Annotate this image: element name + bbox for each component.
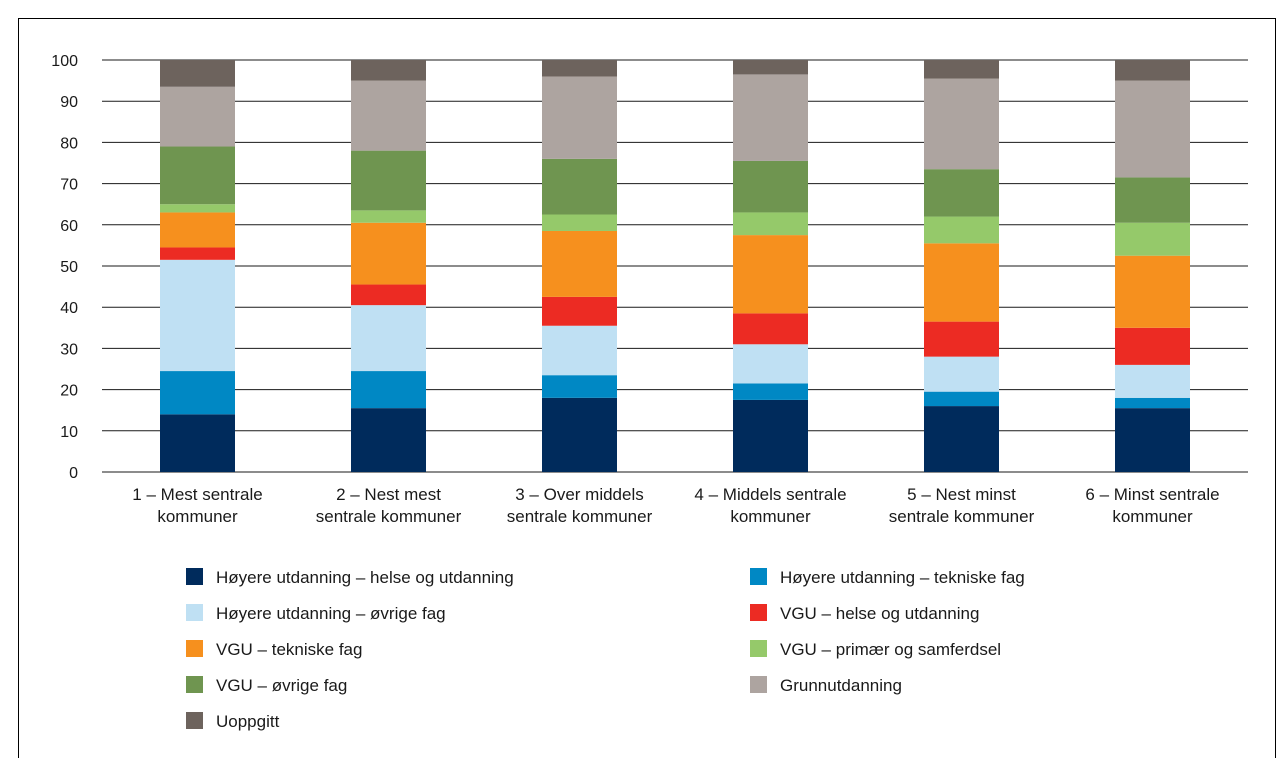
legend-label: VGU – primær og samferdsel — [780, 640, 1001, 659]
bar-segment — [542, 158, 617, 215]
legend-swatch — [750, 604, 767, 621]
bar-segment — [733, 313, 808, 345]
bar-segment — [160, 414, 235, 472]
bar-segment — [542, 60, 617, 77]
y-tick-label: 0 — [69, 465, 78, 482]
y-tick-label: 10 — [60, 424, 78, 441]
bar-segment — [924, 391, 999, 407]
bar-segment — [351, 284, 426, 306]
x-category-label: sentrale kommuner — [316, 507, 462, 526]
bar-segment — [924, 60, 999, 79]
bar-segment — [351, 60, 426, 81]
legend-label: Høyere utdanning – helse og utdanning — [216, 568, 514, 587]
bar-segment — [542, 397, 617, 472]
bar-segment — [1115, 222, 1190, 256]
y-tick-label: 20 — [60, 383, 78, 400]
y-tick-label: 60 — [60, 218, 78, 235]
bar-segment — [733, 74, 808, 161]
bar-segment — [733, 235, 808, 314]
bar-segment — [924, 78, 999, 170]
bar-segment — [733, 160, 808, 213]
x-category-label: 4 – Middels sentrale — [694, 485, 846, 504]
bar-segment — [1115, 255, 1190, 328]
legend-label: VGU – øvrige fag — [216, 676, 347, 695]
legend-swatch — [750, 568, 767, 585]
legend-swatch — [750, 676, 767, 693]
bar-segment — [542, 230, 617, 297]
legend-label: Høyere utdanning – øvrige fag — [216, 604, 446, 623]
y-tick-label: 30 — [60, 341, 78, 358]
bar-segment — [351, 210, 426, 223]
bar-segment — [733, 399, 808, 472]
legend-label: Uoppgitt — [216, 712, 280, 731]
x-category-label: 2 – Nest mest — [336, 485, 441, 504]
legend-swatch — [186, 676, 203, 693]
legend-swatch — [186, 604, 203, 621]
x-category-label: 3 – Over middels — [515, 485, 644, 504]
bar-segment — [160, 146, 235, 205]
x-category-label: sentrale kommuner — [507, 507, 653, 526]
y-tick-label: 40 — [60, 300, 78, 317]
bar-segment — [1115, 408, 1190, 472]
bar-segment — [1115, 60, 1190, 81]
bar-segment — [351, 371, 426, 409]
chart-frame — [18, 18, 1276, 758]
bar-segment — [542, 214, 617, 231]
bar-segment — [351, 222, 426, 285]
bar-segment — [733, 383, 808, 400]
bar-segment — [351, 80, 426, 151]
x-category-label: 6 – Minst sentrale — [1085, 485, 1219, 504]
bar-segment — [1115, 397, 1190, 409]
bar-segment — [733, 344, 808, 384]
bar-segment — [160, 204, 235, 213]
legend-label: VGU – helse og utdanning — [780, 604, 979, 623]
x-category-label: 5 – Nest minst — [907, 485, 1016, 504]
bar-segment — [542, 375, 617, 398]
bar-segment — [1115, 364, 1190, 398]
bar-segment — [160, 259, 235, 372]
legend-swatch — [750, 640, 767, 657]
bar-segment — [351, 305, 426, 372]
bar-segment — [351, 408, 426, 472]
legend-label: Høyere utdanning – tekniske fag — [780, 568, 1025, 587]
legend-swatch — [186, 640, 203, 657]
y-tick-label: 80 — [60, 135, 78, 152]
bar-segment — [733, 212, 808, 236]
legend-swatch — [186, 568, 203, 585]
bar-segment — [160, 371, 235, 415]
x-category-label: kommuner — [157, 507, 238, 526]
bar-segment — [924, 356, 999, 392]
bar-segment — [1115, 327, 1190, 365]
bar-segment — [924, 216, 999, 244]
bar-segment — [924, 169, 999, 217]
bar-segment — [542, 76, 617, 159]
x-category-label: kommuner — [1112, 507, 1193, 526]
bar-segment — [160, 212, 235, 248]
bar-segment — [733, 60, 808, 75]
y-tick-label: 100 — [51, 53, 78, 70]
bar-segment — [160, 60, 235, 87]
y-tick-label: 90 — [60, 94, 78, 111]
bar-segment — [924, 321, 999, 357]
bar-segment — [160, 86, 235, 147]
bar-segment — [160, 247, 235, 260]
bar-segment — [1115, 80, 1190, 178]
bar-segment — [351, 150, 426, 211]
bar-segment — [1115, 177, 1190, 223]
y-tick-label: 50 — [60, 259, 78, 276]
bar-segment — [924, 406, 999, 472]
y-tick-label: 70 — [60, 177, 78, 194]
bar-segment — [924, 243, 999, 322]
x-category-label: sentrale kommuner — [889, 507, 1035, 526]
x-category-label: kommuner — [730, 507, 811, 526]
bar-segment — [542, 296, 617, 326]
bar-segment — [542, 325, 617, 376]
legend-label: VGU – tekniske fag — [216, 640, 362, 659]
x-category-label: 1 – Mest sentrale — [132, 485, 262, 504]
legend-label: Grunnutdanning — [780, 676, 902, 695]
legend-swatch — [186, 712, 203, 729]
